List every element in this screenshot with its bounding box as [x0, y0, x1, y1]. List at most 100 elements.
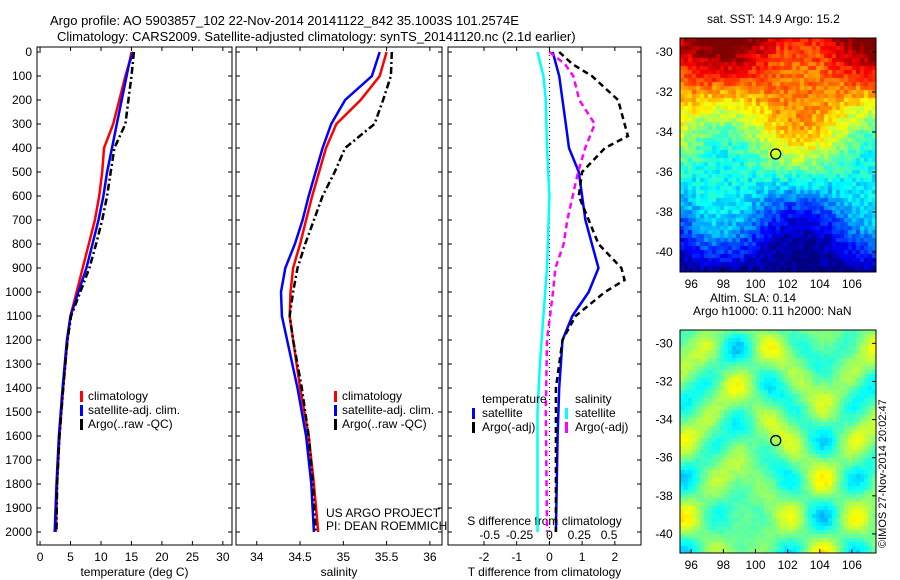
sst-map-frame: [679, 37, 877, 273]
y-tick-label: 0: [25, 45, 32, 59]
x-tick-label: 20: [155, 550, 169, 564]
legend-label: Argo(-adj): [575, 420, 628, 434]
y-tick-label: 1700: [5, 453, 32, 467]
map-y-tick-label: -36: [655, 451, 673, 465]
series-argo-raw-qc-: [288, 51, 394, 533]
y-tick-label: 1000: [5, 285, 32, 299]
series-s-satellite: [536, 51, 551, 532]
map-x-tick-label: 100: [745, 277, 765, 291]
salinity-x-label: salinity: [321, 565, 358, 579]
y-tick-label: 1600: [5, 429, 32, 443]
legend-title: salinity: [575, 392, 612, 406]
y-tick-label: 500: [12, 165, 32, 179]
x-tick-label: 5: [67, 550, 74, 564]
x-tick-label: 30: [216, 550, 230, 564]
sla-map-subtitle: Argo h1000: 0.11 h2000: NaN: [693, 304, 852, 318]
sla-map-title: Altim. SLA: 0.14: [710, 291, 797, 305]
temperature-axes-box: [36, 46, 233, 546]
map-y-tick-label: -34: [655, 413, 673, 427]
x-tick-label: -2: [479, 550, 490, 564]
difference-x-label: T difference from climatology: [468, 565, 622, 579]
map-y-tick-label: -30: [655, 336, 673, 350]
x-tick-label: 35.5: [375, 550, 399, 564]
map-x-tick-label: 102: [778, 558, 798, 572]
x-tick-label: 2: [611, 550, 618, 564]
s-tick-label: 0.25: [568, 528, 592, 542]
series-satellite-adj-clim-: [279, 51, 381, 533]
title-line2: Climatology: CARS2009. Satellite-adjuste…: [57, 29, 576, 44]
x-tick-label: -1: [511, 550, 522, 564]
x-tick-label: 0: [546, 550, 553, 564]
x-tick-label: 15: [125, 550, 139, 564]
map-x-tick-label: 106: [842, 558, 862, 572]
map-y-tick-label: -36: [655, 165, 673, 179]
legend-swatch: [80, 419, 83, 430]
legend-label: climatology: [88, 389, 148, 403]
legend-label: satellite-adj. clim.: [88, 403, 180, 417]
s-tick-label: 0: [546, 528, 553, 542]
sla-map-frame: [679, 329, 877, 554]
series-climatology: [288, 51, 388, 533]
map-y-tick-label: -32: [655, 85, 673, 99]
legend-label: satellite: [575, 406, 616, 420]
map-y-tick-label: -34: [655, 125, 673, 139]
credit-text: US ARGO PROJECT: [326, 506, 441, 520]
y-tick-label: 900: [12, 261, 32, 275]
y-tick-label: 400: [12, 141, 32, 155]
x-tick-label: 1: [579, 550, 586, 564]
s-tick-label: -0.25: [506, 528, 534, 542]
map-x-tick-label: 104: [810, 277, 830, 291]
x-tick-label: 34: [250, 550, 264, 564]
legend-label: Argo(..raw -QC): [88, 417, 173, 431]
map-x-tick-label: 100: [745, 558, 765, 572]
x-tick-label: 10: [94, 550, 108, 564]
x-tick-label: 25: [186, 550, 200, 564]
salinity-axes-box: [235, 46, 443, 546]
map-y-tick-label: -40: [655, 527, 673, 541]
argo-location-marker: [770, 148, 782, 160]
legend-swatch: [472, 422, 475, 433]
x-tick-label: 0: [37, 550, 44, 564]
series-argo-raw-qc-: [55, 51, 136, 533]
map-x-tick-label: 96: [685, 277, 699, 291]
x-tick-label: 36: [423, 550, 437, 564]
series-t-argo-adj-: [554, 51, 630, 532]
series-t-satellite: [551, 51, 600, 533]
x-tick-label: 34.5: [288, 550, 312, 564]
title-line1: Argo profile: AO 5903857_102 22-Nov-2014…: [50, 13, 519, 28]
argo-location-marker: [770, 434, 782, 447]
legend-label: satellite-adj. clim.: [342, 403, 434, 417]
y-tick-label: 600: [12, 189, 32, 203]
map-x-tick-label: 106: [842, 277, 862, 291]
difference-axes-box: [447, 46, 642, 546]
temperature-x-label: temperature (deg C): [80, 565, 188, 579]
legend-swatch: [334, 405, 337, 416]
map-x-tick-label: 96: [685, 558, 699, 572]
s-diff-label: S difference from climatology: [467, 514, 622, 528]
s-tick-label: -0.5: [479, 528, 500, 542]
map-x-tick-label: 98: [717, 277, 731, 291]
y-tick-label: 1800: [5, 477, 32, 491]
legend-title: temperature: [482, 392, 547, 406]
y-tick-label: 1300: [5, 357, 32, 371]
map-y-tick-label: -30: [655, 45, 673, 59]
pi-text: PI: DEAN ROEMMICH: [326, 519, 448, 533]
y-tick-label: 200: [12, 93, 32, 107]
legend-swatch: [565, 408, 568, 419]
x-tick-label: 35: [337, 550, 351, 564]
map-y-tick-label: -32: [655, 374, 673, 388]
legend-label: Argo(-adj): [482, 420, 535, 434]
sla-map-image: [680, 330, 876, 553]
s-tick-label: 0.5: [601, 528, 618, 542]
y-tick-label: 1400: [5, 381, 32, 395]
map-y-tick-label: -38: [655, 489, 673, 503]
series-satellite-adj-clim-: [53, 51, 135, 533]
sst-map-image: [680, 38, 876, 272]
legend-swatch: [334, 419, 337, 430]
legend-label: satellite: [482, 406, 523, 420]
series-climatology: [54, 51, 133, 533]
sst-map-title: sat. SST: 14.9 Argo: 15.2: [707, 12, 840, 26]
legend-swatch: [80, 391, 83, 402]
y-tick-label: 100: [12, 69, 32, 83]
